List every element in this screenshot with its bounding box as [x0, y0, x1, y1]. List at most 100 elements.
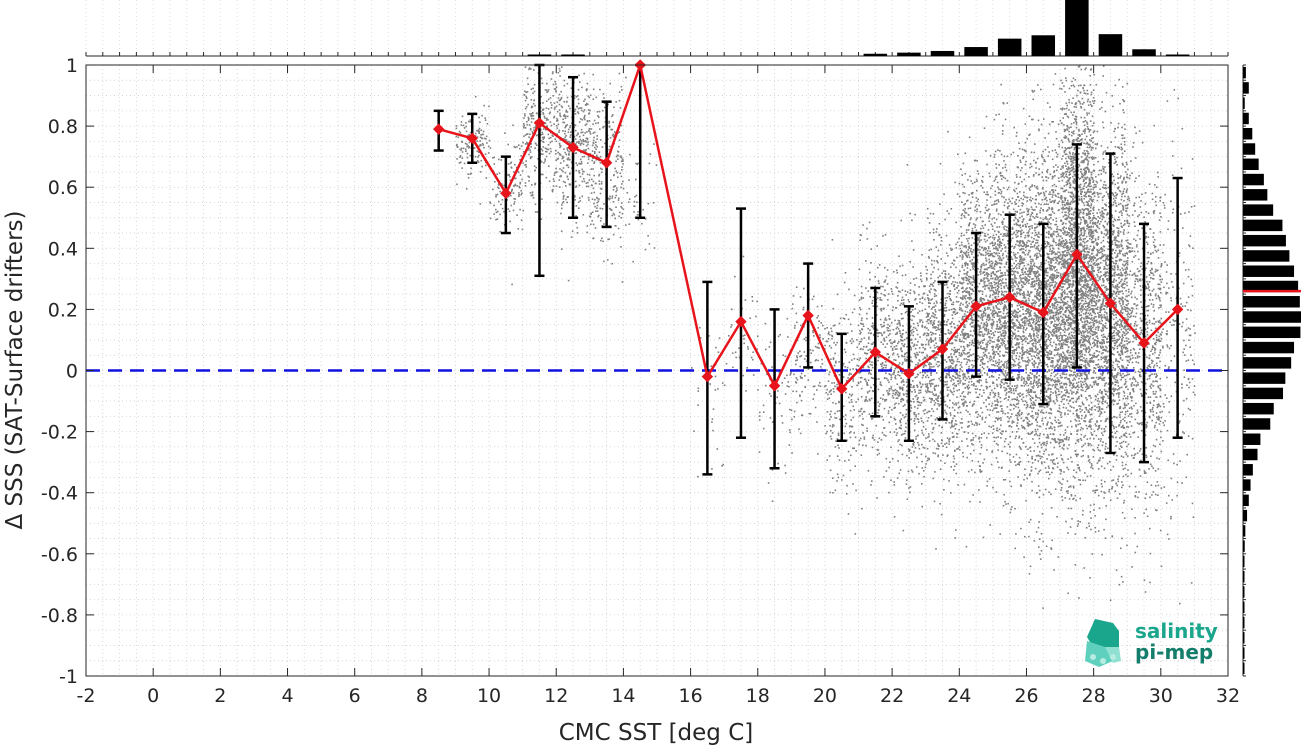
scatter-point — [594, 192, 596, 194]
scatter-point — [594, 120, 596, 122]
scatter-point — [860, 411, 862, 413]
scatter-point — [717, 388, 719, 390]
scatter-point — [616, 189, 618, 191]
scatter-point — [971, 277, 973, 279]
scatter-point — [982, 412, 984, 414]
scatter-point — [968, 224, 970, 226]
scatter-point — [902, 356, 904, 358]
scatter-point — [944, 410, 946, 412]
scatter-point — [916, 457, 918, 459]
scatter-point — [990, 278, 992, 280]
scatter-point — [952, 375, 954, 377]
scatter-point — [992, 487, 994, 489]
scatter-point — [1025, 446, 1027, 448]
scatter-point — [525, 96, 527, 98]
scatter-point — [593, 89, 595, 91]
scatter-point — [542, 153, 544, 155]
scatter-point — [970, 334, 972, 336]
scatter-point — [564, 122, 566, 124]
scatter-point — [988, 209, 990, 211]
scatter-point — [611, 116, 613, 118]
scatter-point — [954, 336, 956, 338]
scatter-point — [838, 434, 840, 436]
scatter-point — [920, 279, 922, 281]
scatter-point — [972, 439, 974, 441]
scatter-point — [969, 283, 971, 285]
scatter-point — [866, 313, 868, 315]
scatter-point — [900, 401, 902, 403]
scatter-point — [956, 473, 958, 475]
scatter-point — [845, 392, 847, 394]
scatter-point — [915, 438, 917, 440]
scatter-point — [921, 352, 923, 354]
scatter-point — [542, 174, 544, 176]
scatter-point — [928, 302, 930, 304]
scatter-point — [618, 215, 620, 217]
scatter-point — [835, 344, 837, 346]
scatter-point — [866, 318, 868, 320]
scatter-point — [993, 321, 995, 323]
scatter-point — [861, 286, 863, 288]
scatter-point — [954, 425, 956, 427]
scatter-point — [595, 183, 597, 185]
scatter-point — [546, 119, 548, 121]
scatter-point — [972, 360, 974, 362]
scatter-point — [613, 175, 615, 177]
scatter-point — [877, 356, 879, 358]
scatter-point — [975, 435, 977, 437]
scatter-point — [885, 435, 887, 437]
scatter-point — [884, 289, 886, 291]
scatter-point — [931, 363, 933, 365]
scatter-point — [521, 192, 523, 194]
scatter-point — [602, 146, 604, 148]
scatter-point — [969, 279, 971, 281]
scatter-point — [586, 123, 588, 125]
scatter-point — [1025, 273, 1027, 275]
scatter-point — [564, 137, 566, 139]
scatter-point — [982, 462, 984, 464]
scatter-point — [924, 333, 926, 335]
scatter-point — [944, 307, 946, 309]
scatter-point — [853, 354, 855, 356]
scatter-point — [900, 333, 902, 335]
scatter-point — [984, 284, 986, 286]
scatter-point — [561, 105, 563, 107]
scatter-point — [910, 339, 912, 341]
scatter-point — [859, 359, 861, 361]
scatter-point — [999, 256, 1001, 258]
scatter-point — [934, 296, 936, 298]
scatter-point — [498, 188, 500, 190]
scatter-point — [888, 330, 890, 332]
scatter-point — [971, 253, 973, 255]
scatter-point — [962, 256, 964, 258]
scatter-point — [554, 174, 556, 176]
scatter-point — [592, 150, 594, 152]
scatter-point — [583, 178, 585, 180]
scatter-point — [989, 215, 991, 217]
scatter-point — [618, 199, 620, 201]
scatter-point — [947, 293, 949, 295]
scatter-point — [879, 438, 881, 440]
scatter-point — [953, 354, 955, 356]
scatter-point — [597, 216, 599, 218]
scatter-point — [860, 408, 862, 410]
scatter-point — [461, 167, 463, 169]
scatter-point — [975, 412, 977, 414]
scatter-point — [877, 441, 879, 443]
scatter-point — [1016, 257, 1018, 259]
scatter-point — [906, 352, 908, 354]
scatter-point — [1005, 438, 1007, 440]
scatter-point — [830, 416, 832, 418]
scatter-point — [954, 377, 956, 379]
scatter-point — [880, 297, 882, 299]
scatter-point — [1011, 306, 1013, 308]
scatter-point — [925, 344, 927, 346]
scatter-point — [860, 341, 862, 343]
scatter-point — [935, 337, 937, 339]
scatter-point — [948, 332, 950, 334]
scatter-point — [897, 383, 899, 385]
scatter-point — [516, 146, 518, 148]
scatter-point — [852, 368, 854, 370]
scatter-point — [984, 235, 986, 237]
scatter-point — [973, 278, 975, 280]
